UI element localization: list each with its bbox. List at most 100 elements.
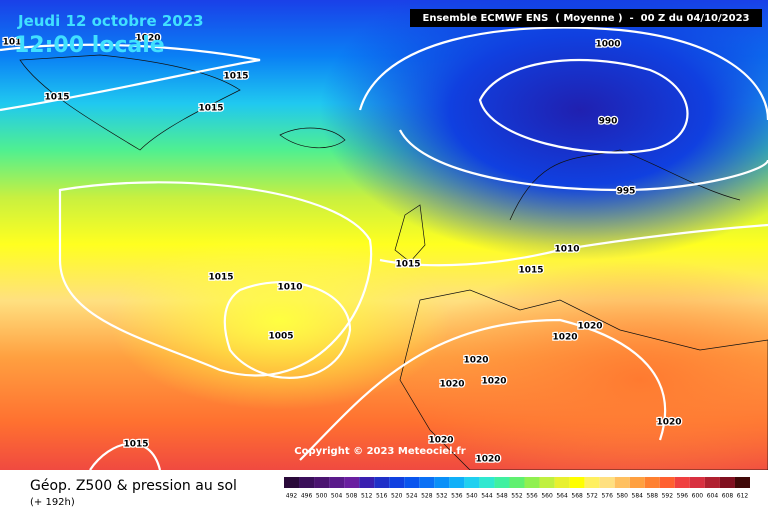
scale-swatch — [644, 477, 660, 488]
isobar-label: 995 — [617, 187, 636, 197]
scale-label: 576 — [601, 493, 613, 500]
scale-label: 516 — [376, 493, 388, 500]
scale-swatch — [734, 477, 750, 488]
low-pressure-field — [320, 0, 768, 260]
isobar-label: 1015 — [123, 440, 148, 450]
isobar-line — [0, 43, 261, 112]
isobar-label: 1015 — [223, 72, 248, 82]
scale-swatch — [689, 477, 705, 488]
scale-label: 604 — [707, 493, 719, 500]
isobar-line — [299, 318, 667, 461]
scale-swatch — [659, 477, 675, 488]
scale-label: 552 — [511, 493, 523, 500]
scale-swatch — [629, 477, 645, 488]
isobar-label: 1015 — [198, 104, 223, 114]
scale-label: 500 — [316, 493, 328, 500]
iceland — [279, 127, 346, 149]
isobar-label: 1020 — [439, 380, 464, 390]
scale-swatch — [494, 477, 510, 488]
scale-swatch — [554, 477, 570, 488]
isobar-line — [379, 223, 768, 267]
scale-swatch — [539, 477, 555, 488]
scale-swatch — [719, 477, 735, 488]
scale-label: 508 — [346, 493, 358, 500]
forecast-time: 12:00 locale — [14, 33, 165, 58]
scale-swatch — [374, 477, 390, 488]
warm-field — [400, 260, 768, 500]
model-label: Ensemble ECMWF ENS ( Moyenne ) - 00 Z du… — [423, 13, 750, 24]
scale-swatch — [524, 477, 540, 488]
isobar-label: 1015 — [44, 93, 69, 103]
scale-label: 548 — [496, 493, 508, 500]
isobar-label: 1020 — [135, 34, 160, 44]
scale-label: 536 — [451, 493, 463, 500]
scale-label: 532 — [436, 493, 448, 500]
isobar-line — [223, 281, 352, 379]
scale-label: 612 — [737, 493, 749, 500]
isobar-label: 1005 — [268, 332, 293, 342]
scale-swatch — [704, 477, 720, 488]
isobar-label: 1015 — [208, 273, 233, 283]
scale-swatch — [674, 477, 690, 488]
scale-swatch — [479, 477, 495, 488]
isobar-label: 1020 — [475, 455, 500, 465]
scale-label: 572 — [586, 493, 598, 500]
isobar-line — [399, 129, 768, 192]
scale-label: 592 — [662, 493, 674, 500]
scale-label: 504 — [331, 493, 343, 500]
isobar-label: 1020 — [577, 322, 602, 332]
scale-swatch — [464, 477, 480, 488]
scale-swatch — [314, 477, 330, 488]
isobar-label: 1020 — [552, 333, 577, 343]
isobar-label: 1020 — [481, 377, 506, 387]
isobar-label: 1010 — [554, 245, 579, 255]
isobars — [0, 26, 768, 471]
isobar-label: 101 — [3, 38, 22, 48]
scale-swatch — [509, 477, 525, 488]
model-banner — [410, 9, 762, 27]
mediterranean-coast — [399, 289, 768, 471]
coastlines — [19, 54, 768, 471]
scale-swatch — [434, 477, 450, 488]
scale-label: 564 — [556, 493, 568, 500]
scandinavia — [509, 149, 741, 221]
isobar-label: 1015 — [395, 260, 420, 270]
isobar-labels: 101 1020 1015 1015 1015 1000 990 995 1015 1010 100… — [1, 32, 682, 466]
scale-label: 584 — [632, 493, 644, 500]
scale-swatch — [449, 477, 465, 488]
copyright: Copyright © 2023 Meteociel.fr — [294, 446, 465, 457]
scale-swatch — [299, 477, 315, 488]
scale-swatch — [599, 477, 615, 488]
color-scale: 492 496 500 504 508 512 516 520 524 528 532 536 540 5… — [284, 477, 750, 500]
isobar-line — [478, 58, 689, 154]
scale-swatch — [419, 477, 435, 488]
isobar-label: 990 — [599, 117, 618, 127]
scale-swatch — [389, 477, 405, 488]
scale-label: 600 — [692, 493, 704, 500]
isobar-label: 1000 — [595, 40, 620, 50]
scale-swatch — [344, 477, 360, 488]
isobar-label: 1020 — [656, 418, 681, 428]
legend-title: Géop. Z500 & pression au sol — [30, 478, 237, 494]
isobar-label: 1010 — [277, 283, 302, 293]
isobar-line — [358, 26, 768, 121]
scale-label: 588 — [647, 493, 659, 500]
isobar-label: 1020 — [428, 436, 453, 446]
scale-label: 496 — [301, 493, 313, 500]
scale-label: 560 — [541, 493, 553, 500]
scale-label: 596 — [677, 493, 689, 500]
yellow-field — [110, 230, 450, 410]
isobar-line — [58, 181, 373, 377]
scale-swatch — [329, 477, 345, 488]
scale-label: 524 — [406, 493, 418, 500]
forecast-date: Jeudi 12 octobre 2023 — [17, 12, 204, 30]
isobar-label: 1020 — [463, 356, 488, 366]
legend-subtitle: (+ 192h) — [30, 497, 75, 508]
scale-label: 556 — [526, 493, 538, 500]
scale-label: 580 — [616, 493, 628, 500]
isobar-line — [89, 442, 162, 471]
scale-swatch — [584, 477, 600, 488]
scale-swatch — [359, 477, 375, 488]
